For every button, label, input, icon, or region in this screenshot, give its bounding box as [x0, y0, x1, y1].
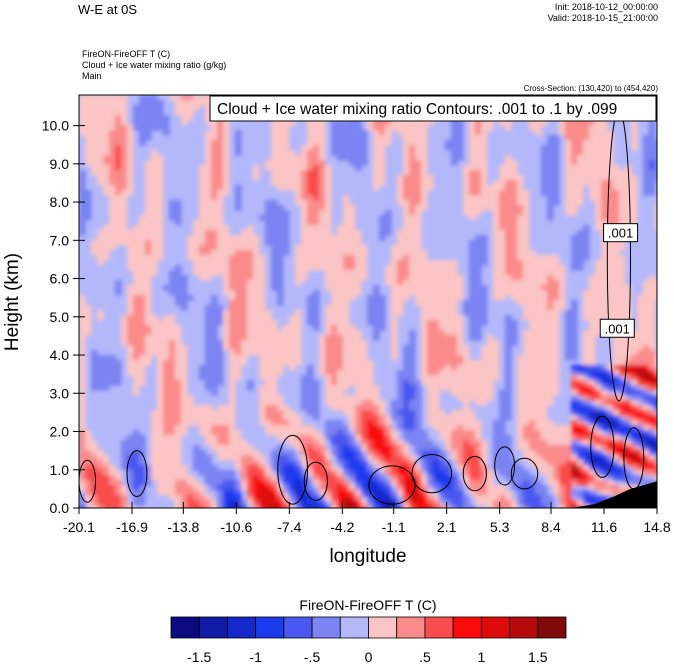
temperature-difference-field [79, 95, 657, 508]
y-tick-label: 4.0 [50, 347, 70, 363]
field-label-temperature: FireON-FireOFF T (C) [82, 49, 171, 59]
init-time: Init: 2018-10-12_00:00:00 [554, 2, 658, 12]
x-tick-label: -10.6 [220, 519, 252, 535]
contour-line [411, 453, 453, 494]
plot-title: W-E at 0S [78, 2, 138, 17]
field-label-domain: Main [82, 71, 102, 81]
y-tick-label: 0.0 [50, 500, 70, 516]
colorbar-swatch [452, 616, 482, 639]
contour-labels: .001 .001 [599, 223, 639, 338]
colorbar-swatch [537, 616, 567, 639]
colorbar-label: -1 [249, 649, 262, 665]
x-tick-label: -7.4 [277, 519, 301, 535]
valid-time: Valid: 2018-10-15_21:00:00 [547, 13, 658, 23]
contour-info-text: Cloud + Ice water mixing ratio Contours:… [217, 101, 617, 118]
x-axis: -20.1 -16.9 -13.8 -10.6 -7.4 -4.2 -1.1 2.1 5.3 8.… [63, 502, 671, 535]
colorbar-swatch [198, 616, 228, 639]
colorbar-swatch [283, 616, 313, 639]
y-tick-label: 3.0 [50, 385, 70, 401]
colorbar: -1.5 -1 -.5 0 .5 1 1.5 [170, 616, 567, 665]
x-tick-label: 2.1 [437, 519, 457, 535]
contour-line [494, 446, 516, 486]
contour-line [590, 415, 615, 478]
contour-line [510, 457, 539, 490]
x-tick-label: 5.3 [490, 519, 510, 535]
colorbar-swatch [170, 616, 200, 639]
colorbar-swatch [311, 616, 341, 639]
y-axis-title: Height (km) [2, 253, 23, 351]
x-tick-label: -13.8 [167, 519, 199, 535]
colorbar-swatch [509, 616, 539, 639]
colorbar-swatch [480, 616, 510, 639]
contour-line [79, 459, 97, 503]
colorbar-swatch [424, 616, 454, 639]
colorbar-swatch [339, 616, 369, 639]
y-tick-label: 1.0 [50, 462, 70, 478]
x-axis-title: longitude [329, 546, 406, 567]
x-tick-label: -1.1 [382, 519, 406, 535]
plot-frame [78, 94, 658, 509]
contour-line [462, 455, 487, 492]
contour-info-box: Cloud + Ice water mixing ratio Contours:… [209, 95, 657, 122]
colorbar-swatch [396, 616, 426, 639]
y-tick-label: 8.0 [50, 194, 70, 210]
y-tick-label: 9.0 [50, 156, 70, 172]
x-tick-label: 14.8 [643, 519, 670, 535]
y-tick-label: 5.0 [50, 309, 70, 325]
x-tick-label: -4.2 [330, 519, 354, 535]
colorbar-label: 1.5 [528, 649, 548, 665]
y-tick-label: 10.0 [42, 118, 69, 134]
y-tick-label: 6.0 [50, 271, 70, 287]
terrain [570, 481, 657, 508]
x-tick-label: 11.6 [591, 519, 617, 535]
contour-label-box [603, 223, 639, 243]
colorbar-label: .5 [419, 649, 431, 665]
colorbar-label: -.5 [304, 649, 321, 665]
field-label-mixing-ratio: Cloud + Ice water mixing ratio (g/kg) [82, 60, 227, 70]
colorbar-swatch [227, 616, 257, 639]
contour-line [368, 465, 416, 505]
colorbar-label: -1.5 [187, 649, 211, 665]
contour-line [303, 461, 328, 501]
contour-line [126, 450, 148, 498]
y-tick-label: 7.0 [50, 232, 70, 248]
contour-line [277, 434, 309, 505]
colorbar-label: 0 [365, 649, 373, 665]
contour-label-box [599, 318, 635, 338]
colorbar-swatch [368, 616, 398, 639]
colorbar-swatch [255, 616, 285, 639]
colorbar-label: 1 [477, 649, 485, 665]
colorbar-title: FireON-FireOFF T (C) [299, 597, 436, 613]
y-tick-label: 2.0 [50, 424, 70, 440]
y-axis: 0.0 1.0 2.0 3.0 4.0 5.0 6.0 7.0 8.0 9.0 10.0 [42, 118, 85, 516]
contour-label: .001 [605, 321, 630, 336]
contour-label: .001 [608, 226, 633, 241]
x-tick-label: 8.4 [541, 519, 561, 535]
x-tick-label: -20.1 [63, 519, 95, 535]
cross-section-label: Cross-Section: (130,420) to (454,420) [523, 84, 658, 93]
x-tick-label: -16.9 [116, 519, 148, 535]
